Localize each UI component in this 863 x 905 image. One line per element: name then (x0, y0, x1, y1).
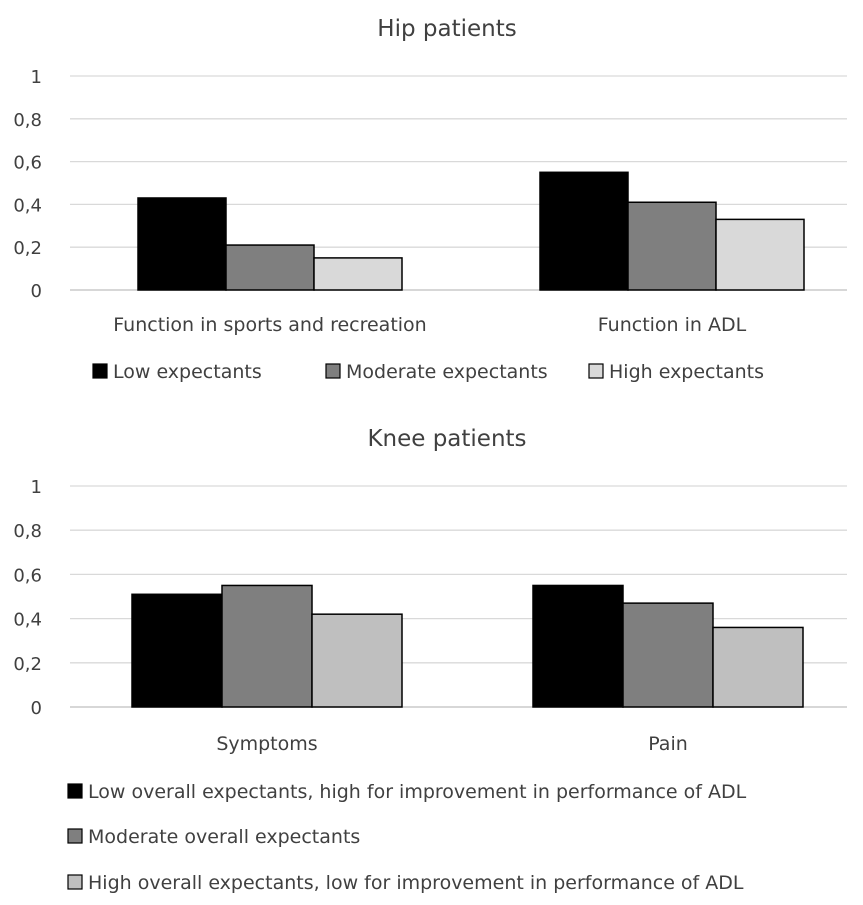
bar-series-0-cat-0 (131, 593, 223, 708)
legend-swatch (325, 363, 341, 379)
legend-label: Moderate expectants (346, 361, 548, 383)
chart-panel-1: Knee patients 0 0,2 0,4 0,6 0,8 1 Symptoms Pain L… (13, 426, 847, 894)
y-tick-label: 1 (31, 67, 42, 88)
bar-series-2-cat-1 (712, 626, 804, 708)
x-category-label: Function in ADL (598, 314, 747, 336)
legend-swatch (67, 783, 83, 799)
bar-series-2-cat-0 (311, 613, 403, 708)
y-tick-label: 0,6 (13, 565, 42, 586)
y-tick-label: 0,8 (13, 110, 42, 131)
bar-series-1-cat-1 (622, 602, 714, 708)
x-category-label: Pain (648, 733, 688, 755)
chart-title: Knee patients (367, 426, 526, 452)
bar-series-2-cat-0 (313, 257, 403, 291)
y-tick-label: 0,8 (13, 521, 42, 542)
y-tick-label: 0,4 (13, 195, 42, 216)
y-tick-label: 0,6 (13, 153, 42, 174)
x-category-label: Symptoms (216, 733, 317, 755)
bar-series-0-cat-0 (137, 197, 227, 291)
legend-swatch (588, 363, 604, 379)
y-tick-label: 0,2 (13, 654, 42, 675)
bar-series-2-cat-1 (715, 218, 805, 291)
y-tick-label: 0,4 (13, 610, 42, 631)
x-category-label: Function in sports and recreation (113, 314, 426, 336)
bar-series-1-cat-0 (225, 244, 315, 291)
bar-series-1-cat-1 (627, 201, 717, 291)
legend-label: High overall expectants, low for improve… (88, 872, 744, 894)
bar-series-1-cat-0 (221, 584, 313, 708)
legend-swatch (67, 828, 83, 844)
legend-swatch (67, 874, 83, 890)
y-tick-label: 0 (31, 281, 42, 302)
chart-title: Hip patients (377, 16, 516, 42)
legend-label: Low expectants (113, 361, 262, 383)
y-tick-label: 0 (31, 698, 42, 719)
legend-label: High expectants (609, 361, 764, 383)
bar-series-0-cat-1 (539, 171, 629, 291)
y-tick-label: 1 (31, 477, 42, 498)
legend-swatch (92, 363, 108, 379)
chart-panel-0: Hip patients 0 0,2 0,4 0,6 0,8 1 Function in sp… (13, 16, 847, 383)
y-tick-label: 0,2 (13, 238, 42, 259)
bar-series-0-cat-1 (532, 584, 624, 708)
legend-label: Moderate overall expectants (88, 826, 360, 848)
legend-label: Low overall expectants, high for improve… (88, 781, 747, 803)
